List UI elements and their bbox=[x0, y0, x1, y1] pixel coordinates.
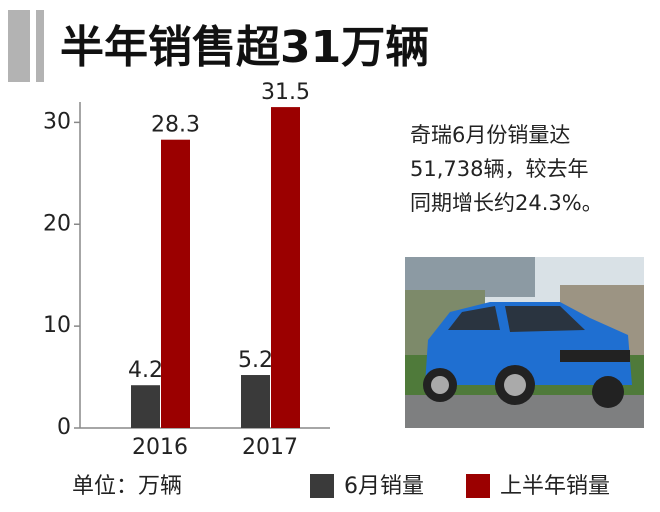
bar bbox=[131, 385, 160, 428]
bar bbox=[161, 139, 190, 428]
annotation: 奇瑞6月份销量达 bbox=[410, 123, 570, 147]
value-label: 28.3 bbox=[151, 113, 200, 138]
legend-swatch bbox=[466, 474, 490, 498]
title-decoration bbox=[36, 10, 44, 82]
legend-label: 6月销量 bbox=[344, 474, 424, 499]
value-label: 5.2 bbox=[238, 348, 273, 373]
y-tick-label: 30 bbox=[43, 109, 71, 134]
x-tick-label: 2016 bbox=[132, 435, 188, 460]
value-label: 31.5 bbox=[261, 80, 310, 105]
bar bbox=[271, 107, 300, 428]
legend-swatch bbox=[310, 474, 334, 498]
legend-label: 上半年销量 bbox=[500, 474, 610, 499]
y-tick-label: 10 bbox=[43, 313, 71, 338]
annotation: 51,738辆，较去年 bbox=[410, 157, 588, 181]
bar bbox=[241, 375, 270, 428]
unit-label: 单位：万辆 bbox=[72, 474, 182, 499]
car-photo bbox=[405, 257, 644, 428]
y-tick-label: 0 bbox=[57, 415, 71, 440]
annotation: 同期增长约24.3%。 bbox=[410, 191, 603, 215]
title-decoration bbox=[8, 10, 30, 82]
x-tick-label: 2017 bbox=[242, 435, 298, 460]
chart-title: 半年销售超31万辆 bbox=[60, 22, 429, 73]
value-label: 4.2 bbox=[128, 358, 163, 383]
y-tick-label: 20 bbox=[43, 211, 71, 236]
